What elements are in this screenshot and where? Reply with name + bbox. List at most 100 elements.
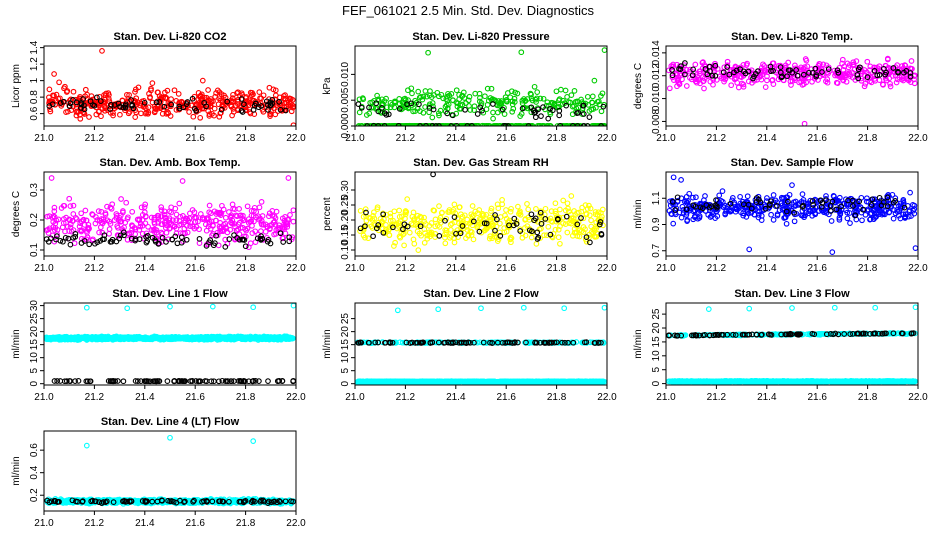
- data-point: [216, 378, 222, 385]
- data-point: [709, 72, 716, 79]
- data-point: [693, 194, 699, 201]
- data-point: [193, 224, 200, 230]
- data-point: [277, 334, 283, 340]
- data-point: [467, 228, 474, 235]
- y-tick-label: 1: [29, 77, 40, 83]
- data-point: [820, 72, 827, 78]
- data-point: [156, 335, 163, 341]
- data-point: [374, 92, 380, 99]
- data-point: [886, 69, 893, 75]
- data-point: [396, 213, 403, 220]
- data-point: [228, 219, 235, 226]
- data-point: [205, 215, 211, 221]
- data-point: [459, 213, 466, 220]
- data-point: [270, 219, 277, 226]
- x-tick-label: 22.0: [908, 263, 928, 274]
- data-point: [118, 196, 124, 202]
- data-point: [586, 212, 593, 219]
- data-point: [276, 222, 282, 229]
- data-point: [227, 102, 234, 109]
- data-point: [72, 378, 78, 384]
- data-point: [290, 303, 296, 309]
- data-point: [211, 105, 218, 112]
- data-point: [580, 111, 587, 117]
- data-point: [839, 56, 846, 63]
- data-point: [686, 190, 693, 197]
- data-point: [867, 74, 873, 80]
- data-point: [751, 73, 757, 80]
- data-point: [195, 378, 202, 385]
- data-point: [235, 97, 241, 103]
- data-point: [883, 77, 890, 84]
- data-point: [98, 219, 105, 226]
- x-tick-label: 21.2: [707, 133, 727, 144]
- data-point: [846, 62, 853, 68]
- data-point: [412, 222, 419, 228]
- data-point: [130, 336, 137, 343]
- data-point: [471, 103, 478, 110]
- data-point: [258, 335, 265, 342]
- data-point: [417, 223, 424, 230]
- data-point: [867, 63, 874, 70]
- data-point: [207, 335, 214, 342]
- data-point: [67, 100, 74, 107]
- data-point: [70, 234, 77, 241]
- data-point: [210, 98, 216, 105]
- x-tick-label: 21.0: [34, 133, 54, 144]
- data-point: [683, 67, 690, 73]
- data-point: [820, 61, 827, 68]
- data-point: [234, 334, 241, 341]
- data-point: [501, 229, 508, 236]
- data-point: [836, 216, 843, 223]
- data-point: [571, 88, 578, 94]
- data-point: [476, 207, 483, 213]
- panel-title: Stan. Dev. Gas Stream RH: [413, 157, 549, 169]
- data-point: [597, 219, 604, 225]
- data-point: [421, 214, 427, 221]
- data-point: [764, 195, 770, 201]
- data-point: [212, 240, 218, 246]
- panel-title: Stan. Dev. Li-820 Temp.: [731, 31, 853, 43]
- x-tick-label: 21.6: [496, 133, 516, 144]
- x-tick-label: 21.4: [135, 392, 155, 403]
- data-point: [115, 232, 122, 239]
- data-point: [469, 203, 476, 209]
- data-point: [362, 234, 368, 241]
- data-point: [156, 99, 163, 105]
- data-point: [166, 215, 173, 222]
- data-point: [724, 64, 731, 70]
- data-point: [412, 97, 418, 104]
- data-point: [891, 207, 898, 213]
- data-point: [896, 203, 902, 209]
- data-point: [138, 110, 144, 117]
- data-point: [442, 240, 449, 247]
- data-point: [73, 216, 80, 222]
- data-point: [249, 378, 256, 385]
- data-point: [568, 92, 575, 98]
- points-line2: [355, 304, 607, 385]
- data-point: [483, 226, 489, 232]
- data-point: [560, 220, 566, 227]
- data-point: [487, 216, 494, 223]
- data-point: [124, 305, 131, 312]
- data-point: [448, 91, 455, 97]
- data-point: [829, 249, 836, 255]
- data-point: [167, 303, 173, 310]
- data-point: [253, 209, 260, 215]
- data-point: [132, 114, 139, 120]
- data-point: [731, 76, 738, 83]
- data-point: [437, 214, 444, 221]
- data-point: [205, 87, 211, 93]
- data-point: [66, 195, 73, 202]
- data-point: [160, 106, 167, 113]
- data-point: [224, 98, 231, 105]
- data-point: [690, 66, 696, 73]
- data-point: [528, 211, 535, 218]
- data-point: [459, 223, 466, 229]
- data-point: [499, 197, 505, 203]
- data-point: [436, 112, 442, 119]
- data-point: [206, 221, 213, 227]
- data-point: [380, 211, 387, 218]
- data-point: [89, 211, 95, 217]
